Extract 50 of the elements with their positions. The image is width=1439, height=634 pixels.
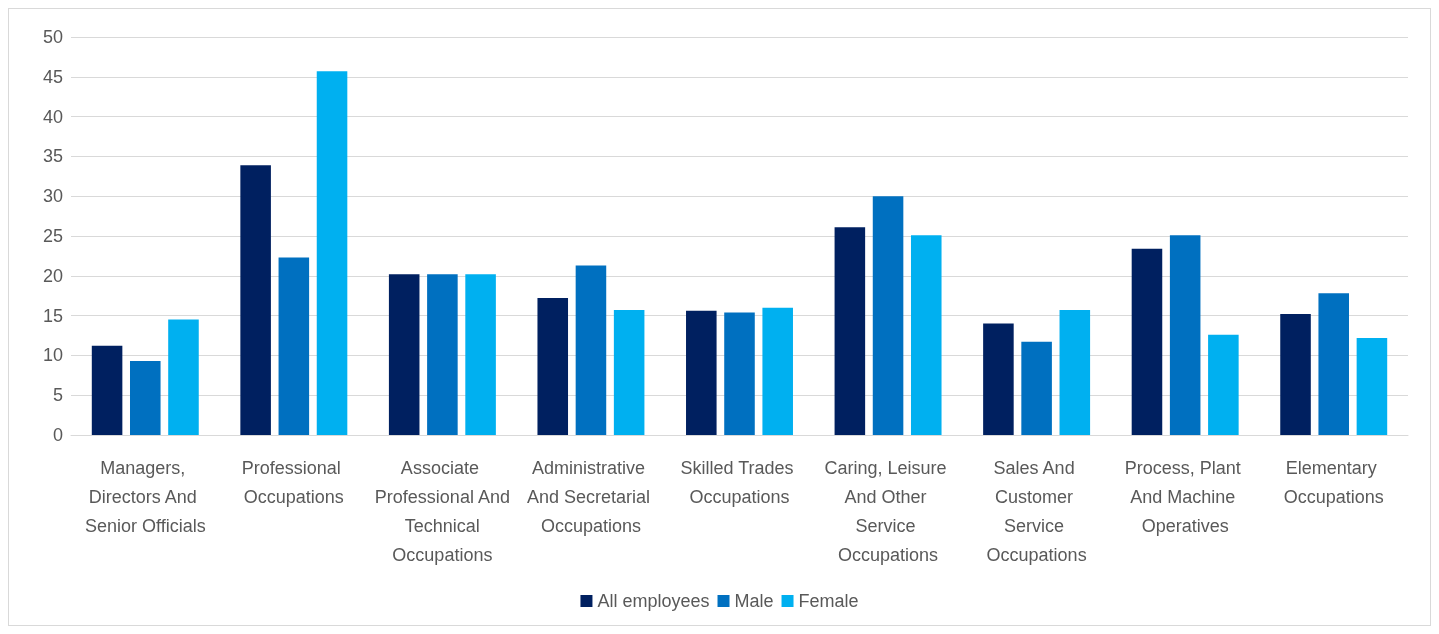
x-tick-label: Caring, Leisure And Other Service Occupations xyxy=(824,457,952,565)
bar xyxy=(613,310,645,435)
bar xyxy=(91,345,123,435)
bar xyxy=(1318,293,1349,435)
bar xyxy=(762,307,793,435)
y-tick-label: 5 xyxy=(52,385,63,406)
x-tick-label: Process, Plant And Machine Operatives xyxy=(1124,457,1246,536)
x-tick-label: Associate Professional And Technical Occupations xyxy=(374,457,510,565)
bar xyxy=(427,274,458,435)
bar xyxy=(1208,334,1239,435)
x-tick-label: Administrative And Secretarial Occupations xyxy=(526,457,655,536)
bar xyxy=(834,227,866,435)
bar xyxy=(388,274,420,435)
legend-label: Male xyxy=(734,591,774,611)
bar xyxy=(910,235,942,435)
bar xyxy=(168,319,199,435)
y-tick-label: 0 xyxy=(52,425,63,445)
x-tick-label: Elementary Occupations xyxy=(1283,457,1384,507)
x-tick-label: Managers, Directors And Senior Officials xyxy=(84,457,206,536)
bar xyxy=(1131,248,1163,435)
bar xyxy=(872,196,904,435)
y-tick-label: 40 xyxy=(42,106,63,127)
bar xyxy=(537,298,569,435)
x-tick-label: Skilled Trades Occupations xyxy=(680,457,799,507)
bar xyxy=(1280,314,1311,435)
bar xyxy=(1169,235,1201,435)
y-tick-label: 45 xyxy=(42,66,63,87)
bar xyxy=(1021,341,1052,435)
x-tick-label: Sales And Customer Service Occupations xyxy=(986,457,1087,565)
bar xyxy=(240,165,271,435)
bar xyxy=(724,312,755,435)
y-tick-label: 35 xyxy=(42,146,63,167)
bar xyxy=(130,360,161,435)
bar xyxy=(316,71,348,435)
bar xyxy=(1059,310,1091,435)
legend-label: Female xyxy=(798,591,859,611)
bar xyxy=(1356,337,1388,435)
y-tick-label: 10 xyxy=(42,345,63,366)
y-tick-label: 25 xyxy=(42,226,63,246)
y-tick-label: 30 xyxy=(42,186,63,207)
bar xyxy=(575,265,607,435)
legend-label: All employees xyxy=(597,591,710,611)
y-tick-label: 50 xyxy=(42,27,63,47)
bar xyxy=(465,274,496,435)
bar xyxy=(686,310,717,435)
x-tick-label: Professional Occupations xyxy=(241,457,346,507)
y-tick-label: 15 xyxy=(42,305,63,326)
y-tick-label: 20 xyxy=(42,265,63,286)
bar xyxy=(278,257,310,435)
bar xyxy=(983,323,1014,435)
